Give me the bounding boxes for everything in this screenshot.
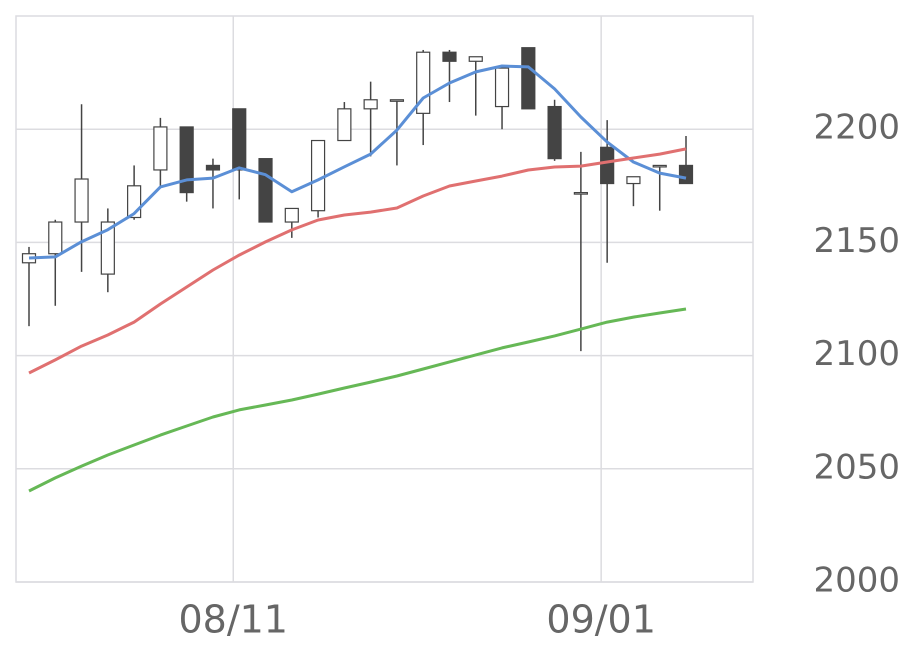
candle-body xyxy=(74,178,89,223)
candle-body xyxy=(153,126,168,171)
candle-body xyxy=(626,176,641,185)
candle-body xyxy=(284,207,299,223)
candle-body xyxy=(232,108,247,171)
y-tick-label: 2050 xyxy=(813,447,900,487)
candle-body xyxy=(652,164,667,168)
candle-body xyxy=(442,51,457,62)
plot-frame xyxy=(15,15,754,583)
candle-body xyxy=(100,221,115,275)
candle-body xyxy=(494,67,510,108)
candle-body xyxy=(337,108,352,142)
y-tick-label: 2000 xyxy=(813,561,900,601)
candle-body xyxy=(547,105,562,160)
candle-body xyxy=(573,191,588,195)
candle-body xyxy=(600,146,615,185)
y-tick-label: 2100 xyxy=(813,334,900,374)
candle-body xyxy=(678,164,694,185)
candle-body xyxy=(389,99,405,102)
candle-body xyxy=(363,99,378,110)
y-tick-label: 2200 xyxy=(813,108,900,148)
moving-average-line xyxy=(28,307,687,493)
moving-average-line xyxy=(28,147,687,375)
x-tick-label: 09/01 xyxy=(546,598,656,642)
candle-body xyxy=(48,221,63,255)
candle-body xyxy=(468,56,483,62)
y-tick-label: 2150 xyxy=(813,221,900,261)
moving-average-line xyxy=(28,64,687,260)
candle-body xyxy=(416,51,431,114)
candle-body xyxy=(205,164,221,171)
candle-body xyxy=(521,47,536,110)
candle-body xyxy=(258,158,273,223)
candle-body xyxy=(179,126,194,194)
candle-body xyxy=(310,139,326,212)
x-tick-label: 08/11 xyxy=(178,598,288,642)
